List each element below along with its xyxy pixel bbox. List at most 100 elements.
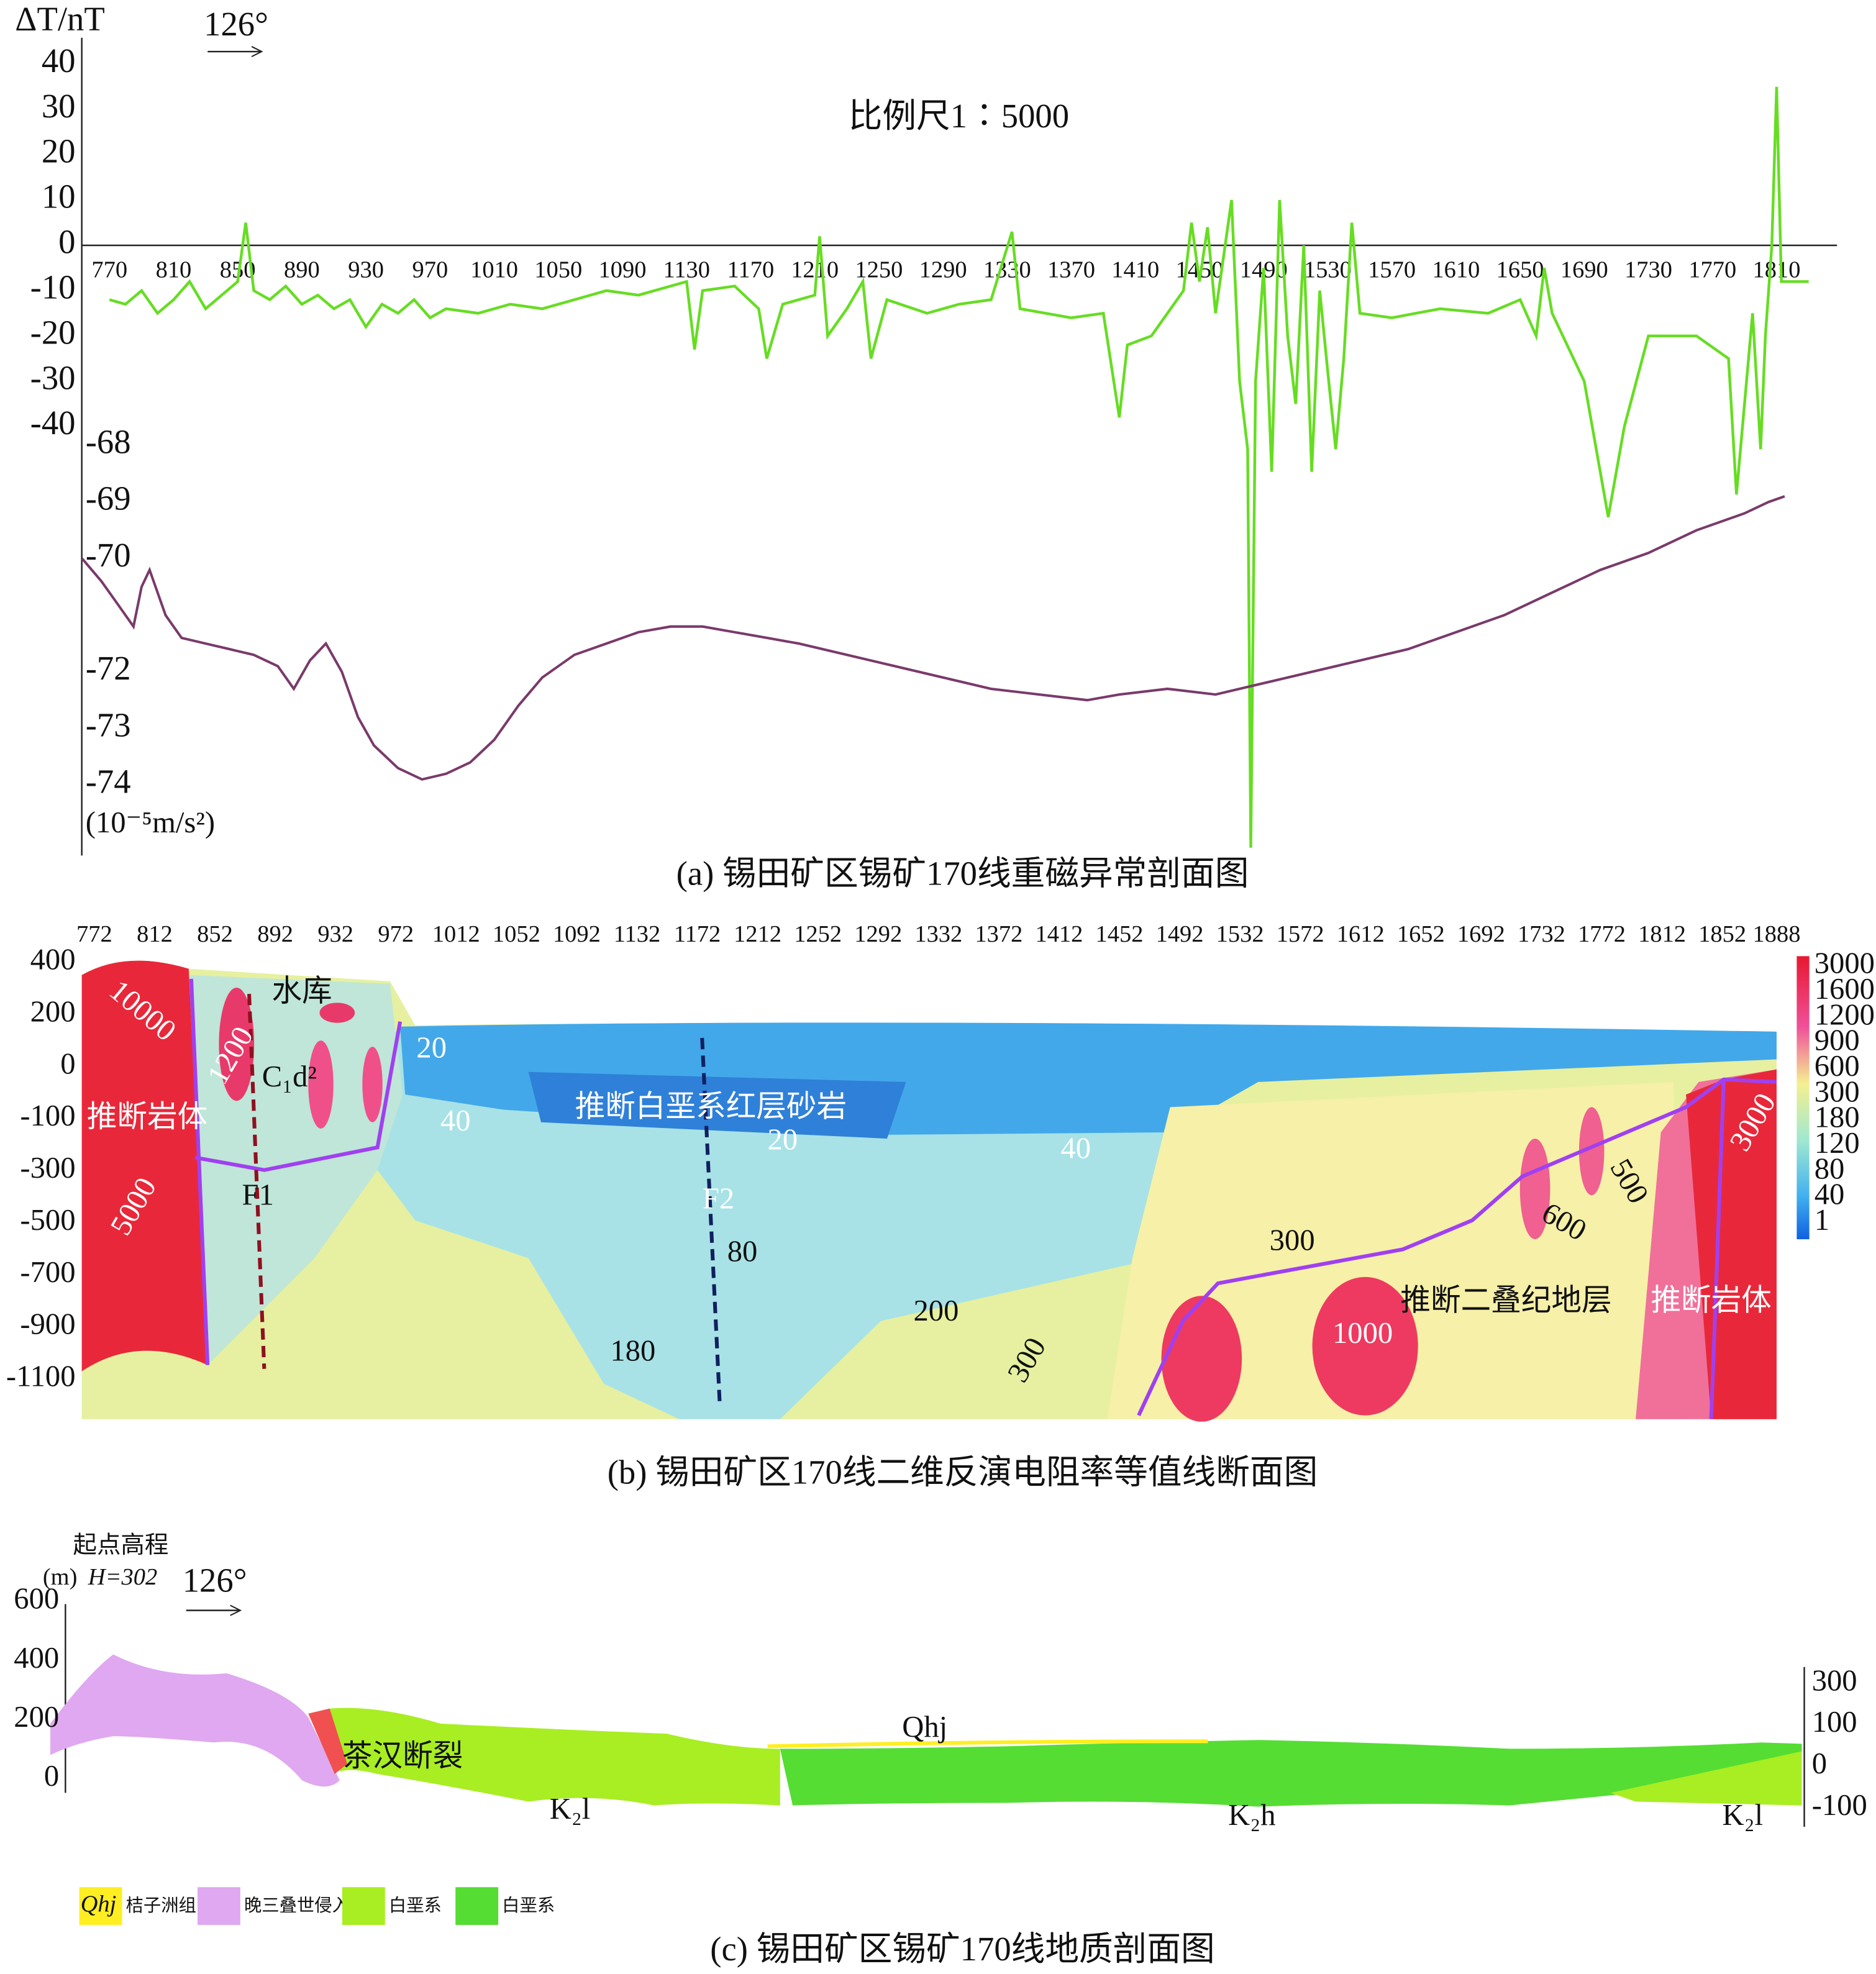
x-tick-label: 1772 bbox=[1578, 921, 1626, 947]
annotation: 推断岩体 bbox=[87, 1100, 207, 1134]
y2-tick-label: -100 bbox=[1812, 1788, 1867, 1822]
y2-tick-label: 100 bbox=[1812, 1705, 1857, 1739]
start-label: 起点高程 bbox=[73, 1532, 168, 1558]
y-tick-label: 600 bbox=[14, 1582, 59, 1616]
y2-tick-label: 0 bbox=[1812, 1747, 1827, 1780]
y-tick-label: -900 bbox=[20, 1308, 75, 1341]
annotation: C₁d² bbox=[262, 1060, 317, 1093]
y-tick-label: -500 bbox=[20, 1203, 75, 1237]
x-tick-label: 1812 bbox=[1638, 921, 1686, 947]
x-tick-label: 1052 bbox=[493, 921, 540, 947]
annotation: F1 bbox=[242, 1178, 274, 1211]
x-tick-label: 972 bbox=[378, 921, 414, 947]
legend-label: 桔子洲组 bbox=[126, 1896, 196, 1916]
colorbar-label: 900 bbox=[1815, 1024, 1860, 1057]
direction-arrow-head bbox=[230, 1604, 242, 1616]
x-tick-label: 1650 bbox=[1496, 257, 1544, 283]
x-tick-label: 1370 bbox=[1047, 257, 1095, 283]
x-tick-label: 1212 bbox=[734, 921, 781, 947]
x-tick-label: 1010 bbox=[470, 257, 518, 283]
caption: (b) 锡田矿区170线二维反演电阻率等值线断面图 bbox=[608, 1453, 1318, 1491]
x-tick-label: 1652 bbox=[1397, 921, 1445, 947]
legend-symbol: Qhj bbox=[81, 1891, 117, 1917]
x-tick-label: 1810 bbox=[1753, 257, 1801, 283]
colorbar-label: 3000 bbox=[1815, 947, 1875, 980]
colorbar-label: 1600 bbox=[1815, 972, 1875, 1006]
x-tick-label: 1172 bbox=[674, 921, 721, 947]
x-tick-label: 1332 bbox=[914, 921, 962, 947]
panel-c: 起点高程 (m) H=302 126° (c) 锡田矿区锡矿170线地质剖面图 … bbox=[14, 1532, 1867, 1968]
contour-label: 20 bbox=[416, 1030, 447, 1064]
x-tick-label: 1412 bbox=[1035, 921, 1083, 947]
colorbar-label: 300 bbox=[1815, 1075, 1860, 1108]
y-label: ΔT/nT bbox=[15, 0, 104, 38]
contour-label: 200 bbox=[914, 1294, 959, 1327]
section-zone bbox=[1519, 1139, 1550, 1240]
y2-tick-label: -68 bbox=[86, 423, 131, 461]
x-tick-label: 1530 bbox=[1304, 257, 1352, 283]
caption: (c) 锡田矿区锡矿170线地质剖面图 bbox=[710, 1930, 1214, 1968]
y-tick-label: 0 bbox=[58, 223, 75, 261]
x-tick-label: 772 bbox=[76, 921, 112, 947]
boundary bbox=[1137, 1077, 1777, 1419]
contour-label: 300 bbox=[1270, 1223, 1315, 1257]
x-tick-label: 1050 bbox=[534, 257, 582, 283]
section-zone bbox=[81, 960, 208, 1371]
x-tick-label: 970 bbox=[412, 257, 448, 283]
x-tick-label: 1090 bbox=[599, 257, 647, 283]
fault-zone bbox=[308, 1708, 348, 1774]
start-elevation: H=302 bbox=[88, 1564, 157, 1590]
x-tick-label: 1092 bbox=[553, 921, 601, 947]
quaternary bbox=[767, 1739, 1208, 1749]
formation-label: K₂h bbox=[1228, 1798, 1275, 1832]
intrusive-rock bbox=[50, 1654, 340, 1787]
y-tick-label: 30 bbox=[42, 87, 76, 125]
section-zone bbox=[1312, 1276, 1418, 1416]
section-zone bbox=[319, 1003, 355, 1023]
x-tick-label: 1572 bbox=[1277, 921, 1324, 947]
colorbar bbox=[1796, 956, 1810, 1240]
formation-label: K₂l bbox=[550, 1792, 591, 1826]
y-tick-label: 10 bbox=[42, 178, 76, 216]
x-tick-label: 1570 bbox=[1368, 257, 1416, 283]
colorbar-label: 40 bbox=[1815, 1178, 1845, 1211]
direction-arrow-head bbox=[251, 46, 263, 58]
contour-label: 80 bbox=[727, 1235, 758, 1268]
x-tick-label: 1770 bbox=[1688, 257, 1736, 283]
formation-label: 茶汉断裂 bbox=[342, 1739, 463, 1773]
x-tick-label: 1250 bbox=[855, 257, 903, 283]
colorbar-label: 120 bbox=[1815, 1126, 1860, 1160]
y2-tick-label: -69 bbox=[86, 480, 131, 517]
y-tick-label: 200 bbox=[14, 1700, 59, 1734]
x-tick-label: 930 bbox=[348, 257, 384, 283]
y2-tick-label: -73 bbox=[86, 706, 131, 744]
contour-label: 1000 bbox=[1332, 1316, 1393, 1350]
x-tick-label: 1730 bbox=[1624, 257, 1672, 283]
legend-label: 白垩系 bbox=[389, 1896, 442, 1916]
x-tick-label: 1372 bbox=[975, 921, 1022, 947]
annotation: F2 bbox=[703, 1182, 734, 1216]
y-tick-label: -20 bbox=[30, 313, 76, 351]
x-tick-label: 1492 bbox=[1156, 921, 1204, 947]
y-tick-label: -10 bbox=[30, 268, 76, 306]
formation-label: Qhj bbox=[902, 1710, 947, 1744]
x-tick-label: 1170 bbox=[727, 257, 775, 283]
x-tick-label: 1290 bbox=[919, 257, 967, 283]
legend-label: 白垩系 bbox=[502, 1896, 555, 1916]
x-tick-label: 1732 bbox=[1518, 921, 1565, 947]
contour-label: 20 bbox=[768, 1122, 798, 1156]
annotation: 推断白垩系红层砂岩 bbox=[575, 1090, 847, 1124]
x-tick-label: 1130 bbox=[663, 257, 710, 283]
direction: 126° bbox=[204, 5, 268, 43]
x-tick-label: 1452 bbox=[1096, 921, 1144, 947]
y2-tick-label: -74 bbox=[86, 762, 131, 800]
section-zone bbox=[1578, 1107, 1605, 1196]
colorbar-label: 1200 bbox=[1815, 998, 1875, 1031]
x-tick-label: 890 bbox=[284, 257, 320, 283]
y2-tick-label: -72 bbox=[86, 649, 131, 687]
panel-b: (b) 锡田矿区170线二维反演电阻率等值线断面图 772 812 852 892 93… bbox=[6, 921, 1875, 1491]
y-tick-label: -1100 bbox=[6, 1360, 76, 1393]
x-tick-label: 1410 bbox=[1111, 257, 1159, 283]
y-tick-label: 400 bbox=[14, 1641, 59, 1675]
